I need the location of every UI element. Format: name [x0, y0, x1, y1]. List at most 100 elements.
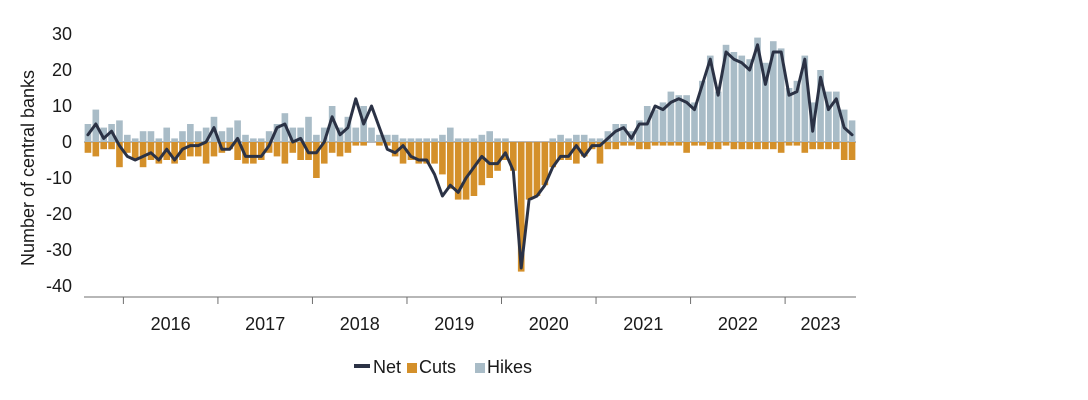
hikes-bar — [116, 120, 123, 142]
hikes-bar — [399, 138, 407, 142]
x-tick-label: 2023 — [801, 314, 841, 334]
legend-label: Hikes — [487, 357, 532, 377]
cuts-bar — [494, 142, 501, 171]
hikes-bar — [226, 127, 234, 142]
cuts-bar — [116, 142, 123, 168]
cuts-bar — [746, 142, 753, 150]
hikes-bar — [273, 124, 281, 142]
cuts-bar — [257, 142, 265, 160]
hikes-bar — [825, 91, 832, 142]
cuts-bar — [131, 142, 139, 160]
cuts-bar — [573, 142, 580, 164]
cuts-bar — [651, 142, 659, 146]
cuts-bar — [848, 142, 856, 160]
hikes-bar — [131, 138, 139, 142]
hikes-bar — [391, 134, 399, 142]
hikes-bar — [431, 138, 438, 142]
hikes-bar — [832, 91, 840, 142]
cuts-bar — [706, 142, 714, 150]
cuts-bar — [462, 142, 470, 200]
legend-item-hikes: Hikes — [475, 357, 532, 377]
y-tick-label: 20 — [52, 60, 72, 80]
hikes-bar — [147, 131, 155, 142]
cuts-bar — [344, 142, 352, 153]
hikes-bar — [777, 48, 785, 142]
y-tick-label: 10 — [52, 96, 72, 116]
legend-swatch — [475, 363, 485, 373]
cuts-bar — [722, 142, 730, 146]
cuts-bar — [352, 142, 360, 146]
cuts-bar — [423, 142, 430, 164]
hikes-bar — [187, 124, 194, 142]
cuts-bar — [510, 142, 517, 171]
cuts-bar — [320, 142, 328, 164]
cuts-bar — [155, 142, 163, 164]
hikes-bar — [502, 138, 509, 142]
hikes-bar — [462, 138, 470, 142]
legend-label: Cuts — [419, 357, 456, 377]
hikes-bar — [297, 127, 304, 142]
hikes-bar — [738, 55, 746, 142]
legend: Net Cuts Hikes — [354, 357, 532, 377]
cuts-bar — [171, 142, 178, 164]
cuts-bar — [699, 142, 706, 146]
cuts-bar — [785, 142, 793, 146]
hikes-bar — [557, 134, 564, 142]
cuts-bar — [281, 142, 289, 164]
cuts-bar — [580, 142, 588, 157]
hikes-bar — [100, 127, 108, 142]
hikes-bar — [194, 131, 202, 142]
hikes-bar — [470, 138, 478, 142]
cuts-bar — [817, 142, 824, 150]
cuts-bar — [194, 142, 202, 157]
cuts-bar — [549, 142, 557, 168]
cuts-bar — [604, 142, 612, 150]
hikes-bar — [620, 124, 627, 142]
cuts-bar — [754, 142, 761, 150]
bars-layer — [84, 37, 856, 272]
cuts-bar — [187, 142, 194, 157]
hikes-bar — [667, 91, 675, 142]
cuts-bar — [832, 142, 840, 150]
hikes-bar — [454, 138, 462, 142]
hikes-bar — [155, 138, 163, 142]
hikes-bar — [683, 95, 690, 142]
x-tick-label: 2019 — [434, 314, 474, 334]
hikes-bar — [352, 127, 360, 142]
y-tick-label: -10 — [46, 168, 72, 188]
hikes-bar — [659, 102, 667, 142]
hikes-bar — [250, 138, 257, 142]
hikes-bar — [289, 127, 297, 142]
hikes-bar — [305, 116, 312, 142]
x-tick-label: 2020 — [529, 314, 569, 334]
cuts-bar — [108, 142, 115, 150]
cuts-bar — [628, 142, 635, 146]
cuts-bar — [502, 142, 509, 160]
cuts-bar — [714, 142, 722, 150]
cuts-bar — [636, 142, 643, 150]
hikes-bar — [769, 41, 777, 143]
hikes-bar — [407, 138, 415, 142]
cuts-bar — [313, 142, 320, 178]
cuts-bar — [84, 142, 92, 153]
cuts-bar — [446, 142, 454, 189]
legend-item-net: Net — [354, 357, 401, 377]
cuts-bar — [596, 142, 604, 164]
x-tick-label: 2016 — [151, 314, 191, 334]
y-axis-title: Number of central banks — [18, 70, 38, 266]
hikes-bar — [368, 127, 375, 142]
cuts-bar — [738, 142, 746, 150]
hikes-bar — [171, 138, 178, 142]
net-line-layer — [86, 43, 854, 270]
x-tick-label: 2018 — [340, 314, 380, 334]
x-tick-label: 2021 — [623, 314, 663, 334]
hikes-bar — [785, 88, 793, 142]
cuts-bar — [415, 142, 423, 164]
hikes-bar — [328, 106, 336, 142]
cuts-bar — [825, 142, 832, 150]
net-line — [86, 43, 854, 270]
hikes-bar — [722, 44, 730, 142]
cuts-bar — [336, 142, 344, 157]
hikes-bar — [446, 127, 454, 142]
hikes-bar — [793, 80, 801, 142]
